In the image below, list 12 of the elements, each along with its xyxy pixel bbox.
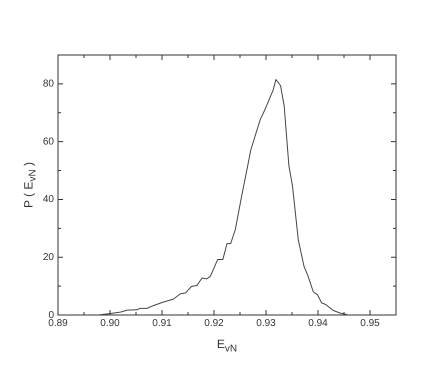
y-tick-label: 80	[42, 78, 54, 90]
x-axis-title: E$_{vN}$	[216, 337, 238, 354]
x-tick-label: 0.89	[48, 318, 68, 329]
x-tick-label: 0.90	[100, 318, 120, 329]
x-tick-label: 0.91	[152, 318, 172, 329]
x-tick-label: 0.93	[256, 318, 276, 329]
y-tick-label: 40	[42, 194, 54, 206]
y-tick-label: 60	[42, 136, 54, 148]
x-tick-label: 0.92	[204, 318, 224, 329]
x-tick-label: 0.95	[360, 318, 380, 329]
y-tick-label: 20	[42, 252, 54, 263]
x-tick-label: 0.94	[308, 318, 328, 329]
